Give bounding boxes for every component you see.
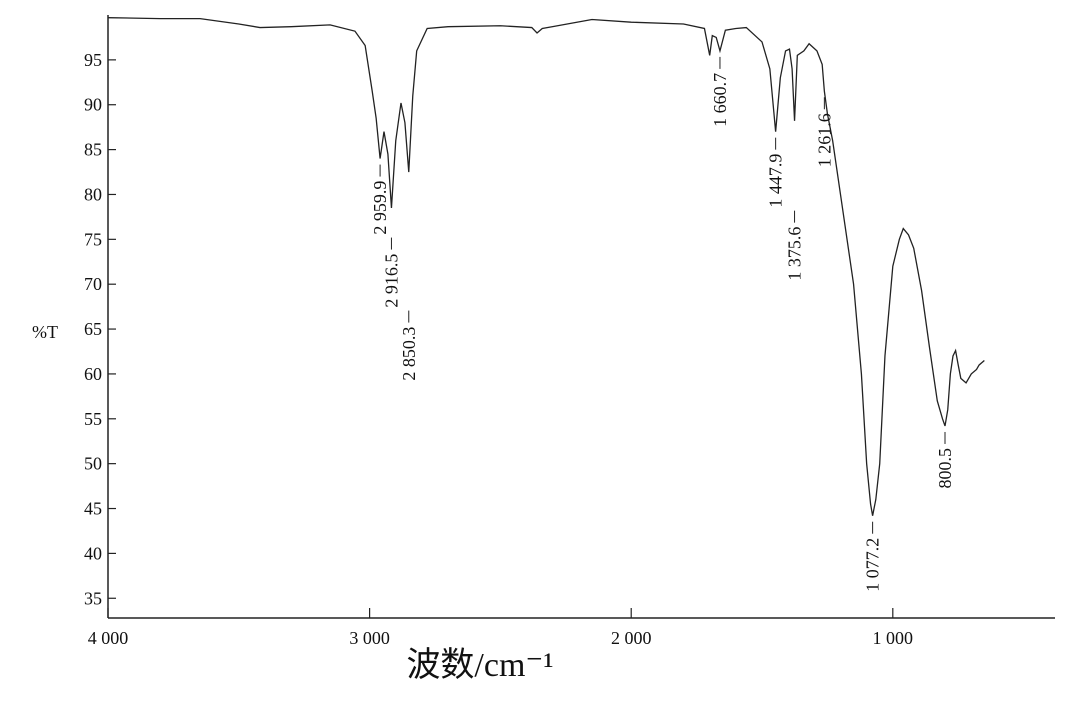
x-tick-label: 2 000 (611, 628, 652, 648)
annotation-label: 1 077.2 (863, 538, 883, 592)
x-axis-label: 波数/cm⁻¹ (406, 646, 553, 684)
annotation-label: 1 261.6 (814, 113, 834, 167)
spectrum-line (107, 17, 985, 516)
x-tick-label: 3 000 (349, 628, 390, 648)
y-tick-label: 60 (84, 364, 102, 384)
annotation-label: 2 850.3 (399, 327, 419, 381)
x-tick-label: 4 000 (88, 628, 129, 648)
y-tick-label: 80 (84, 184, 102, 204)
y-axis-label: %T (32, 322, 58, 342)
annotation-label: 800.5 (935, 448, 955, 489)
annotation-label: 1 660.7 (710, 73, 730, 127)
x-tick-label: 1 000 (873, 628, 914, 648)
annotation-label: 2 959.9 (370, 181, 390, 235)
y-tick-label: 40 (84, 543, 102, 563)
y-tick-label: 65 (84, 319, 102, 339)
y-tick-label: 70 (84, 274, 102, 294)
y-tick-label: 85 (84, 140, 102, 160)
y-tick-label: 90 (84, 95, 102, 115)
y-tick-label: 50 (84, 454, 102, 474)
annotation-label: 1 375.6 (785, 227, 805, 281)
y-tick-label: 35 (84, 588, 102, 608)
y-tick-label: 75 (84, 229, 102, 249)
annotation-label: 1 447.9 (766, 154, 786, 208)
y-tick-label: 95 (84, 50, 102, 70)
annotation-label: 2 916.5 (381, 254, 401, 308)
y-tick-label: 55 (84, 409, 102, 429)
y-tick-label: 45 (84, 499, 102, 519)
